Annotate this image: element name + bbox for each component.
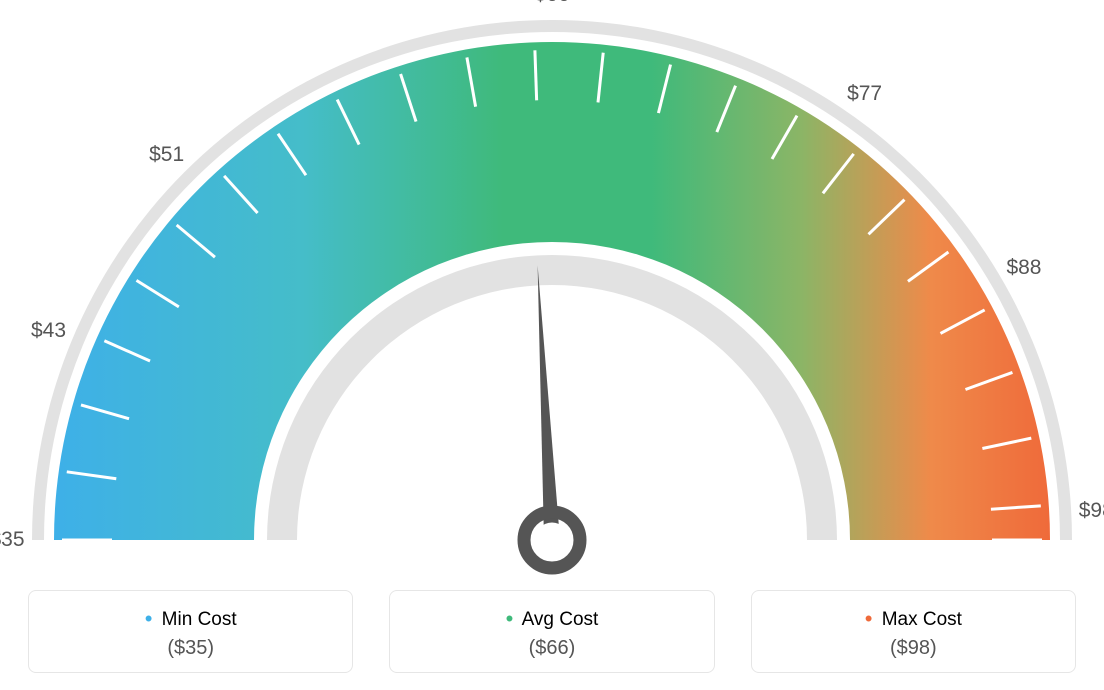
gauge-area: $35 $43 $51 $66 $77 $88 $98: [0, 0, 1104, 590]
gauge-tick-label: $66: [534, 0, 569, 7]
legend-min-label: Min Cost: [162, 609, 237, 630]
legend-min-title: • Min Cost: [29, 605, 352, 631]
gauge-svg: [0, 0, 1104, 590]
legend-avg-box: • Avg Cost ($66): [389, 590, 714, 673]
legend-min-dot: •: [145, 606, 153, 631]
legend-avg-value: ($66): [390, 637, 713, 660]
gauge-tick-label: $98: [1079, 499, 1104, 523]
gauge-tick-label: $35: [0, 528, 25, 552]
legend-row: • Min Cost ($35) • Avg Cost ($66) • Max …: [0, 590, 1104, 673]
legend-avg-title: • Avg Cost: [390, 605, 713, 631]
gauge-tick-label: $77: [847, 82, 882, 106]
legend-min-box: • Min Cost ($35): [28, 590, 353, 673]
legend-min-value: ($35): [29, 637, 352, 660]
gauge-tick-label: $88: [1006, 256, 1041, 280]
legend-avg-dot: •: [506, 606, 514, 631]
gauge-tick-label: $43: [31, 319, 66, 343]
legend-max-box: • Max Cost ($98): [751, 590, 1076, 673]
legend-avg-label: Avg Cost: [522, 609, 599, 630]
cost-gauge-chart: $35 $43 $51 $66 $77 $88 $98 • Min Cost ($35) •…: [0, 0, 1104, 690]
legend-max-value: ($98): [752, 637, 1075, 660]
gauge-tick-label: $51: [149, 143, 184, 167]
legend-max-label: Max Cost: [882, 609, 962, 630]
legend-max-dot: •: [865, 606, 873, 631]
legend-max-title: • Max Cost: [752, 605, 1075, 631]
